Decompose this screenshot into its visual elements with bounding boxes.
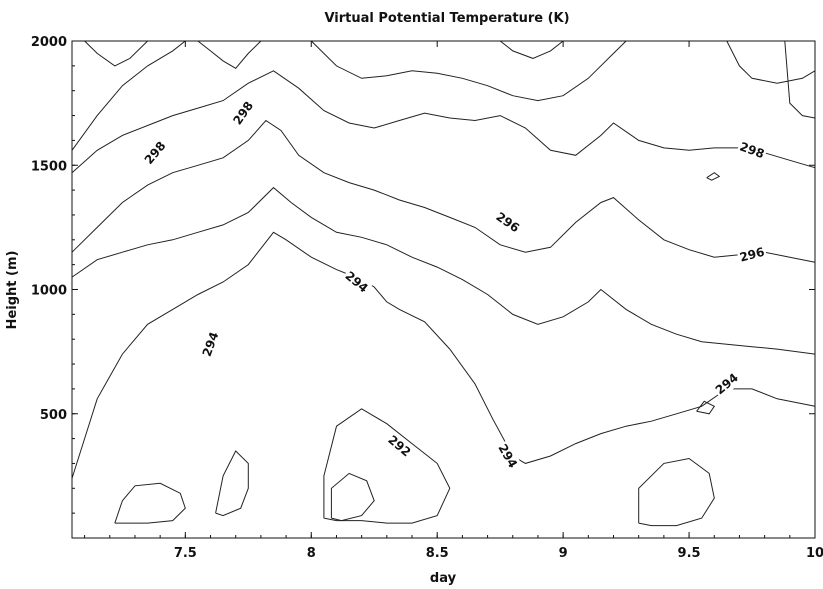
contour-line-300-13 [310,40,627,102]
contour-label-bg [736,138,768,163]
x-tick-label: 8.5 [426,546,449,561]
contour-line-298-0 [71,40,186,151]
contour-line-292-7 [215,450,249,517]
contour-label-bg [710,368,743,400]
y-tick-label: 2000 [31,35,67,50]
contour-label-bg [383,430,416,462]
contour-line-300-12 [197,40,262,69]
x-tick-label: 9 [559,546,568,561]
contour-line-300-14 [84,40,148,67]
x-tick-label: 8 [307,546,316,561]
contour-line-292-8 [638,457,715,527]
contour-line-300-16 [726,40,816,84]
y-tick-label: 500 [40,408,67,423]
contour-label-bg [491,207,524,237]
contour-line-298-11 [706,172,721,181]
contour-lines [71,40,816,527]
y-axis: 500 1000 1500 2000 [31,35,815,514]
contour-label-bg [198,328,223,361]
contour-label-bg [340,266,373,298]
x-axis-title: day [430,571,457,586]
contour-label-bg [493,439,522,473]
plot-frame [71,40,816,539]
contour-line-292-10 [696,400,716,415]
contour-line-292-5 [323,408,451,524]
contour-line-292-9 [114,482,186,524]
x-tick-label: 7.5 [174,546,197,561]
x-axis: 7.5 8 8.5 9 9.5 10 [84,41,823,561]
contour-line-294-3 [71,186,816,355]
contour-label-bg [139,136,171,169]
x-tick-label: 9.5 [678,546,701,561]
x-tick-label: 10 [806,546,823,561]
y-tick-label: 1000 [31,284,67,299]
contour-label-4: 296 [738,245,766,265]
y-axis-title: Height (m) [5,251,20,330]
contour-label-bg [736,243,768,267]
y-tick-label: 1500 [31,159,67,174]
contour-line-298-1 [71,70,816,174]
chart-title: Virtual Potential Temperature (K) [324,11,569,26]
contour-line-292-6 [330,472,375,522]
contour-line-294-4 [71,231,816,479]
contour-label-bg [228,97,258,130]
contour-line-300-15 [499,40,564,59]
contour-line-296-2 [71,119,816,263]
contour-line-298-17 [784,40,816,119]
